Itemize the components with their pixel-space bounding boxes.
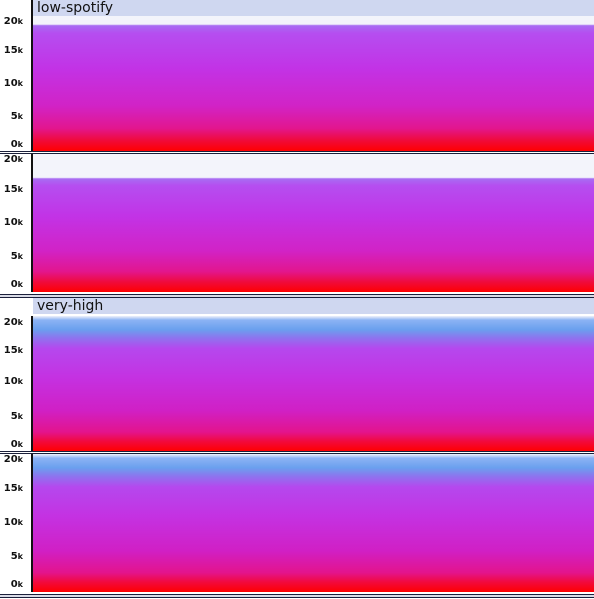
tick-label: 0k [10,439,23,450]
channel-right: 20k 15k 10k 5k 0k [0,454,594,592]
frequency-ruler: 20k 15k 10k 5k 0k [0,298,29,451]
tick-label: 0k [10,279,23,290]
spectrogram-view[interactable] [31,0,594,151]
tick-label: 5k [10,411,23,422]
frequency-ruler: 20k 15k 10k 5k 0k [0,154,29,292]
channel-divider[interactable] [0,451,594,454]
tick-label: 15k [3,184,23,195]
tick-label: 15k [3,345,23,356]
tick-label: 5k [10,111,23,122]
channel-divider[interactable] [0,151,594,154]
tick-label: 0k [10,139,23,150]
spectrogram-view[interactable] [31,316,594,451]
frequency-ruler: 20k 15k 10k 5k 0k [0,0,29,151]
tick-label: 10k [3,376,23,387]
track-low-spotify: 20k 15k 10k 5k 0k low-spotify 20k 15k 10… [0,0,594,296]
channel-left: 20k 15k 10k 5k 0k low-spotify [0,0,594,151]
track-divider[interactable] [0,294,594,298]
track-very-high: 20k 15k 10k 5k 0k very-high 20k 15k 10k … [0,298,594,594]
tick-label: 5k [10,551,23,562]
tick-label: 15k [3,483,23,494]
tick-label: 20k [3,454,23,465]
spectrogram-view[interactable] [31,154,594,292]
tick-label: 10k [3,78,23,89]
tick-label: 20k [3,16,23,27]
tick-label: 15k [3,45,23,56]
channel-left: 20k 15k 10k 5k 0k very-high [0,298,594,451]
tick-label: 20k [3,154,23,165]
tick-label: 5k [10,251,23,262]
channel-right: 20k 15k 10k 5k 0k [0,154,594,292]
track-name-label[interactable]: very-high [33,298,594,314]
track-divider[interactable] [0,594,594,598]
tick-label: 20k [3,317,23,328]
tick-label: 10k [3,217,23,228]
frequency-ruler: 20k 15k 10k 5k 0k [0,454,29,592]
track-name-label[interactable]: low-spotify [33,0,594,16]
tick-label: 10k [3,517,23,528]
tick-label: 0k [10,579,23,590]
spectrogram-view[interactable] [31,454,594,592]
